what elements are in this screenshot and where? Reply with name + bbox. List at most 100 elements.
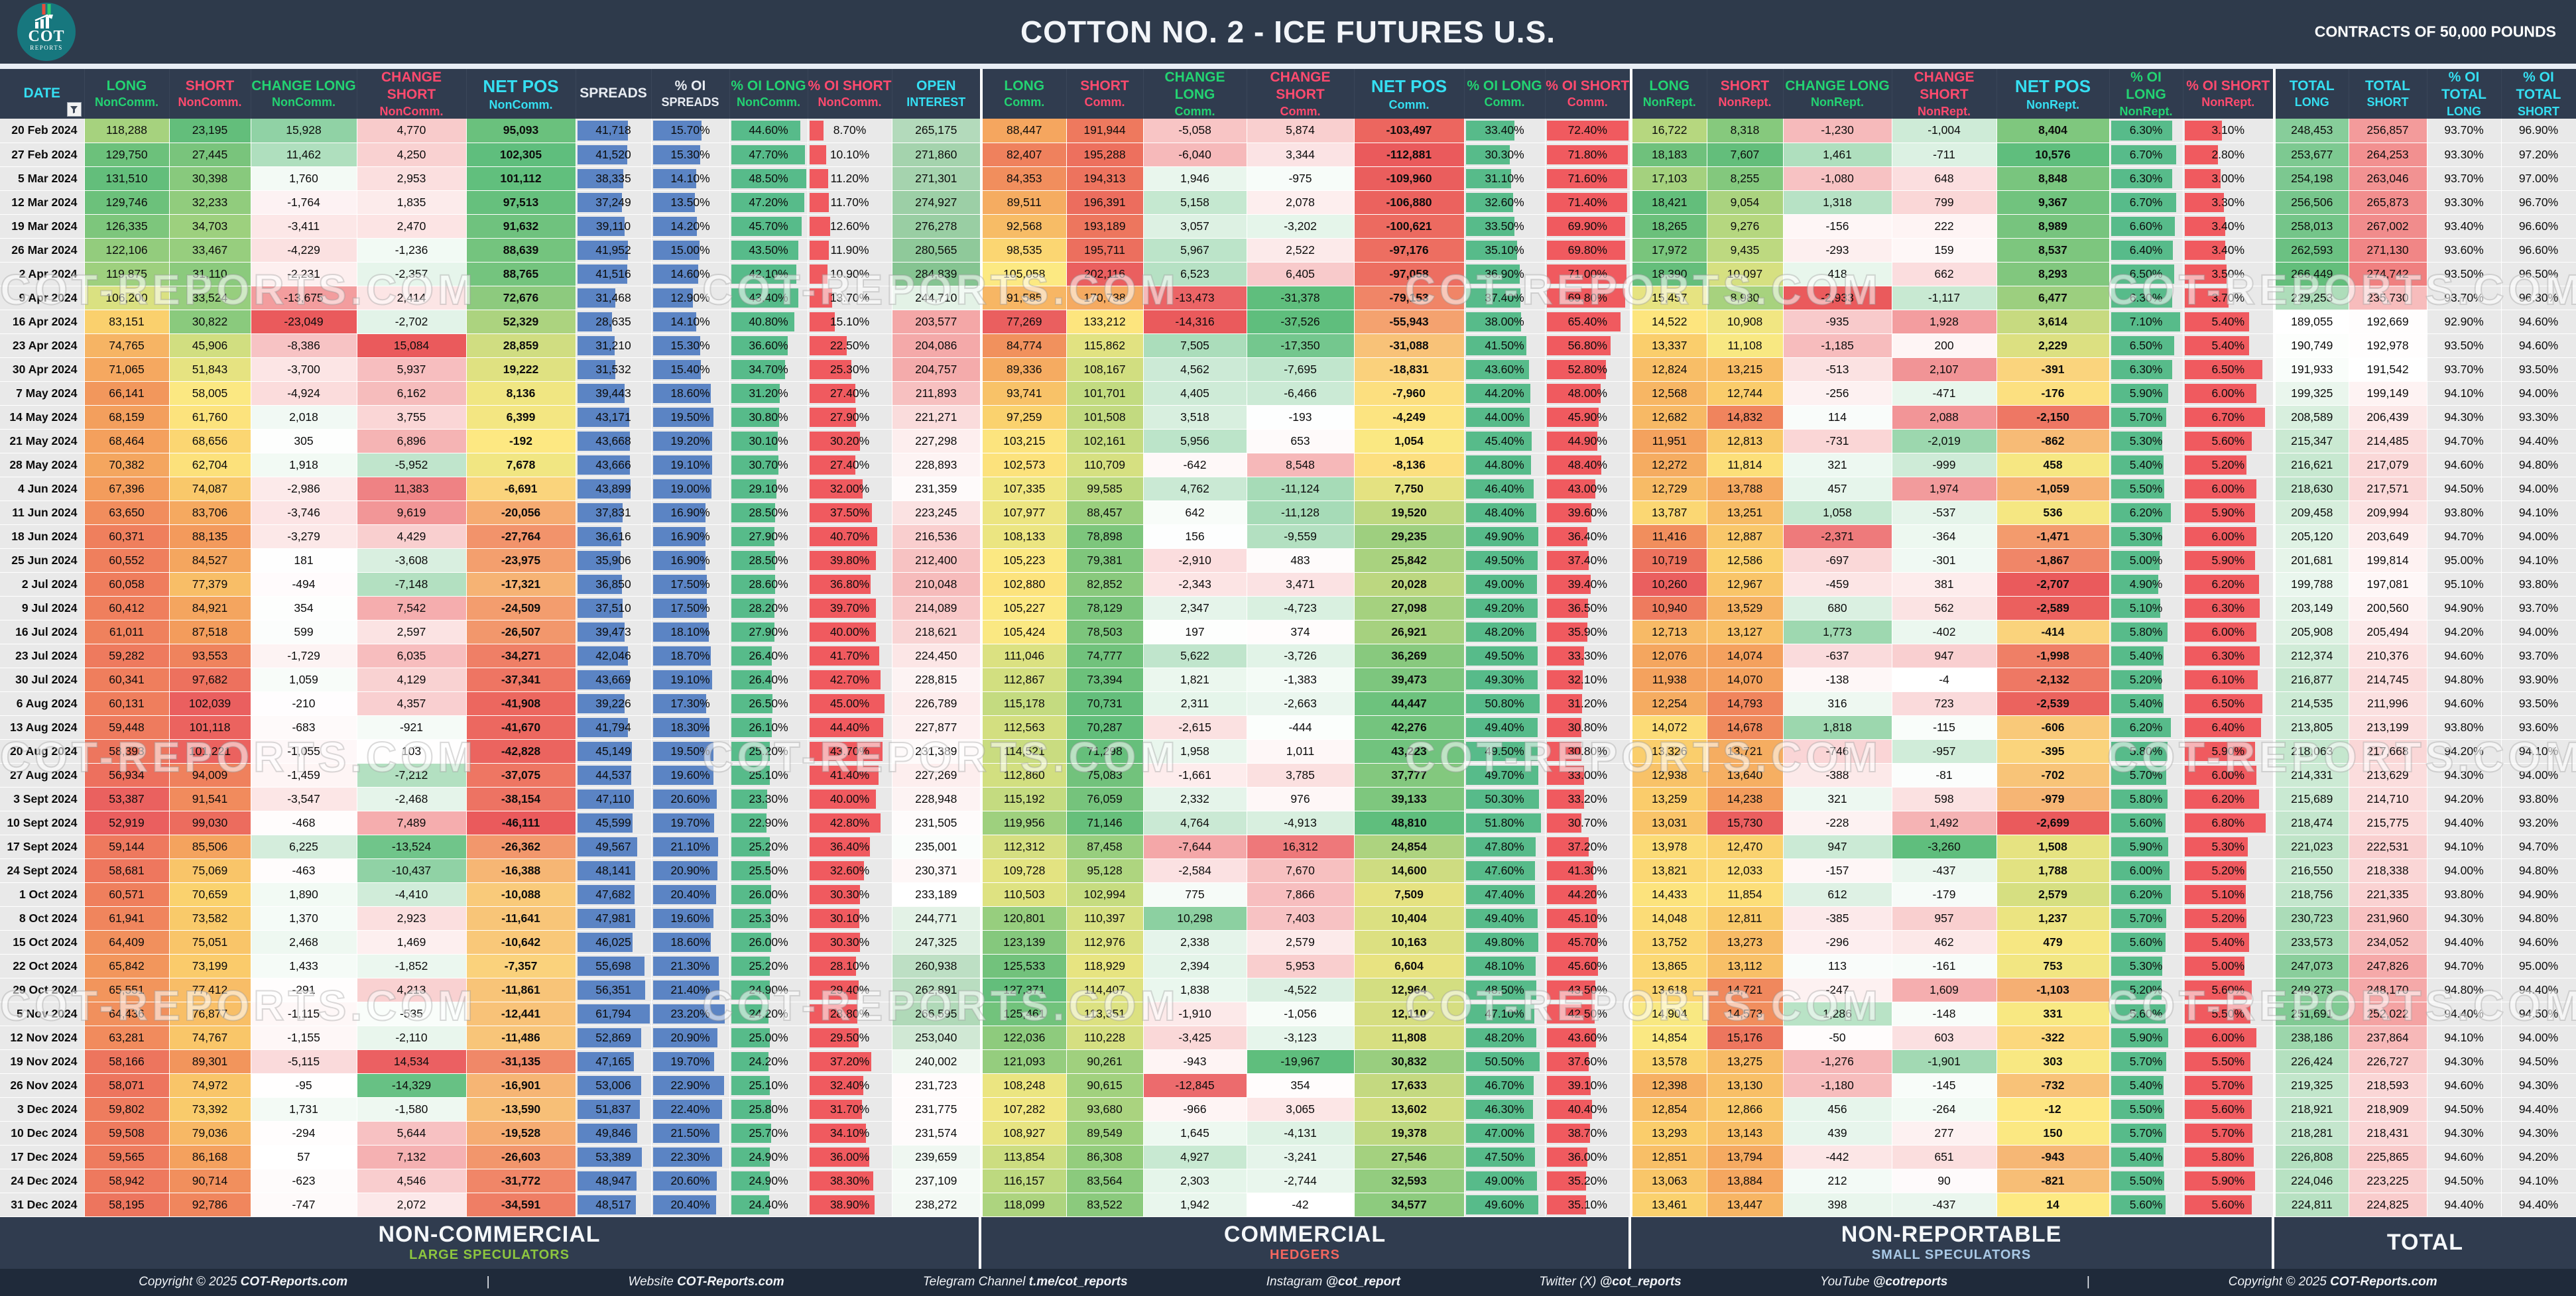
data-bar [1465, 693, 1540, 713]
footer-item[interactable]: Instagram @cot_report [1266, 1275, 1400, 1289]
cell-nc_chg_short: 4,546 [357, 1169, 467, 1193]
cell-c_chg_short: 3,785 [1247, 763, 1355, 788]
data-bar [1465, 550, 1538, 570]
data-bar [731, 908, 770, 928]
cell-nr_long: 12,254 [1631, 691, 1707, 716]
cell-c_oi_long: 31.10% [1464, 166, 1546, 191]
cell-t_short: 252,022 [2349, 1002, 2427, 1026]
cell-nr_long: 13,618 [1631, 978, 1707, 1002]
cell-c_chg_long: -2,343 [1143, 572, 1247, 597]
data-bar [731, 168, 806, 188]
cell-nr_short: 15,176 [1707, 1026, 1784, 1050]
data-bar [731, 717, 772, 737]
cell-nc_long: 67,396 [84, 477, 170, 501]
cell-nc_long: 58,166 [84, 1049, 170, 1074]
cell-t_long: 216,877 [2274, 668, 2349, 692]
cell-c_net: -109,960 [1354, 166, 1465, 191]
cell-nc_net: 88,639 [466, 238, 576, 263]
cell-nr_chg_long: 947 [1783, 835, 1892, 859]
data-bar [577, 1099, 640, 1119]
cell-nc_chg_short: 4,429 [357, 524, 467, 549]
cell-c_net: -7,960 [1354, 381, 1465, 406]
cell-nr_oi_short: 6.20% [2183, 572, 2276, 597]
table-row: 23 Apr 2024 74,765 45,906 -8,386 15,084 28,85… [0, 333, 2576, 358]
cell-t_short: 218,431 [2349, 1121, 2427, 1146]
cell-nr_chg_short: -999 [1892, 453, 1997, 477]
data-bar [1465, 1051, 1540, 1071]
cell-t_oi_long: 94.30% [2427, 1049, 2502, 1074]
cell-nr_long: 12,682 [1631, 405, 1707, 430]
cell-oi_spreads: 18.60% [651, 930, 730, 955]
cell-nc_chg_short: 5,644 [357, 1121, 467, 1146]
cell-nr_long: 16,722 [1631, 119, 1707, 143]
data-bar [809, 1004, 858, 1024]
cell-nr_chg_short: 222 [1892, 214, 1997, 239]
footer-item[interactable]: Telegram Channel t.me/cot_reports [922, 1275, 1128, 1289]
footer-item[interactable]: Website COT-Reports.com [628, 1275, 784, 1289]
data-bar [1546, 455, 1601, 475]
cell-nr_oi_long: 5.40% [2109, 644, 2183, 668]
data-bar [652, 1147, 722, 1167]
cell-nr_long: 13,063 [1631, 1169, 1707, 1193]
data-bar [1546, 121, 1628, 141]
cell-nr_oi_short: 6.00% [2183, 381, 2276, 406]
data-bar [809, 264, 828, 284]
cell-nc_oi_short: 44.40% [808, 715, 892, 740]
footer-item[interactable]: Copyright © 2025 COT-Reports.com [2228, 1275, 2437, 1289]
cell-nc_net: 7,678 [466, 453, 576, 477]
cell-nr_net: 14 [1996, 1193, 2110, 1217]
data-bar [2111, 884, 2172, 904]
cell-t_short: 205,494 [2349, 620, 2427, 644]
cell-t_long: 256,506 [2274, 190, 2349, 215]
cell-c_oi_short: 72.40% [1545, 119, 1632, 143]
cell-nc_chg_long: -1,764 [251, 190, 357, 215]
cell-nc_oi_short: 43.70% [808, 739, 892, 764]
cell-c_long: 122,036 [981, 1026, 1067, 1050]
cell-nr_oi_long: 5.90% [2109, 1026, 2183, 1050]
footer-item[interactable]: Twitter (X) @cot_reports [1539, 1275, 1682, 1289]
cell-nr_short: 7,607 [1707, 143, 1784, 167]
date-filter-button[interactable] [66, 102, 82, 117]
cell-nc_chg_long: -468 [251, 811, 357, 835]
cell-nr_oi_long: 5.70% [2109, 906, 2183, 931]
cell-nr_oi_short: 6.00% [2183, 620, 2276, 644]
cell-nc_oi_long: 25.30% [729, 906, 808, 931]
cell-nc_oi_short: 29.50% [808, 1026, 892, 1050]
cell-nr_long: 10,719 [1631, 548, 1707, 573]
data-bar [1546, 789, 1584, 809]
cell-spreads: 39,110 [576, 214, 652, 239]
cell-date: 12 Nov 2024 [0, 1026, 85, 1050]
cell-t_oi_short: 94.70% [2501, 835, 2576, 859]
data-bar [1465, 860, 1536, 880]
data-bar [2184, 192, 2225, 212]
cell-t_oi_short: 94.40% [2501, 1097, 2576, 1122]
cell-nr_oi_long: 5.20% [2109, 668, 2183, 692]
data-bar [731, 765, 770, 785]
cell-t_short: 218,338 [2349, 858, 2427, 883]
data-bar [652, 789, 717, 809]
cell-nc_oi_long: 31.20% [729, 381, 808, 406]
data-bar [731, 1147, 770, 1167]
cell-c_short: 78,129 [1066, 596, 1144, 620]
footer-item[interactable]: YouTube @cotreports [1819, 1275, 1948, 1289]
cell-date: 1 Oct 2024 [0, 882, 85, 907]
cell-nc_oi_long: 25.00% [729, 1026, 808, 1050]
cell-c_chg_short: 483 [1247, 548, 1355, 573]
cell-c_chg_short: 976 [1247, 787, 1355, 811]
cell-t_oi_long: 94.30% [2427, 763, 2502, 788]
cell-t_short: 213,629 [2349, 763, 2427, 788]
cell-oi_spreads: 23.20% [651, 1002, 730, 1026]
footer-item[interactable]: Copyright © 2025 COT-Reports.com [139, 1275, 348, 1289]
cell-nc_chg_short: 2,414 [357, 286, 467, 310]
cell-oi_spreads: 17.50% [651, 572, 730, 597]
cell-nr_oi_short: 5.00% [2183, 954, 2276, 978]
cell-nr_oi_short: 6.00% [2183, 763, 2276, 788]
cell-c_oi_long: 49.00% [1464, 572, 1546, 597]
cell-nc_long: 66,141 [84, 381, 170, 406]
cell-oi_spreads: 20.40% [651, 882, 730, 907]
cell-nc_long: 60,571 [84, 882, 170, 907]
cell-c_net: 27,098 [1354, 596, 1465, 620]
cell-nc_oi_long: 26.00% [729, 882, 808, 907]
data-bar [2111, 598, 2161, 618]
cell-c_chg_long: 4,562 [1143, 357, 1247, 382]
